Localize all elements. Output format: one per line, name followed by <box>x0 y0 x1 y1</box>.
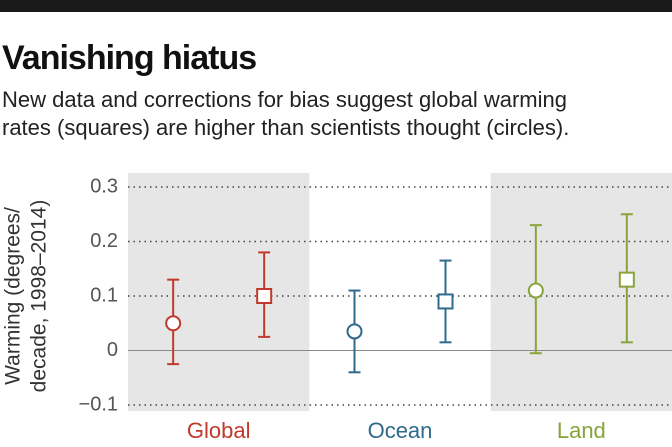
top-bar <box>0 0 672 12</box>
x-tick-label: Land <box>557 418 606 442</box>
subtitle: New data and corrections for bias sugges… <box>2 87 567 112</box>
y-axis-title: Warming (degrees/ decade, 1998–2014) <box>2 200 51 393</box>
x-tick-label: Ocean <box>368 418 433 442</box>
point <box>527 282 544 299</box>
x-tick-label: Global <box>187 418 251 442</box>
band <box>128 173 310 411</box>
y-axis-title-line: decade, 1998–2014) <box>28 200 51 393</box>
subtitle: rates (squares) are higher than scientis… <box>2 115 569 140</box>
point <box>618 271 635 288</box>
y-tick-label: 0 <box>107 339 118 361</box>
point <box>165 315 182 332</box>
y-tick-label: 0.1 <box>90 284 118 306</box>
y-tick-label: −0.1 <box>79 393 118 415</box>
y-tick-label: 0.2 <box>90 230 118 252</box>
point <box>256 288 273 304</box>
point <box>437 293 454 310</box>
y-tick-label: 0.3 <box>90 175 118 197</box>
y-axis-title-line: Warming (degrees/ <box>2 207 25 385</box>
chart-title: Vanishing hiatus <box>2 39 256 77</box>
band <box>490 173 672 411</box>
point <box>346 323 363 340</box>
